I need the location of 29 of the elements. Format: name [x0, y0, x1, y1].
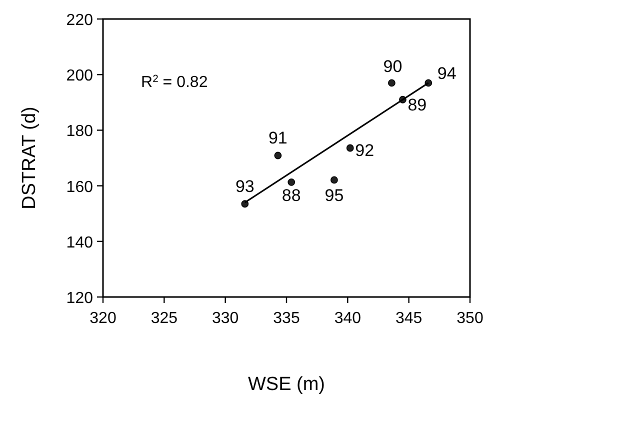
point	[346, 144, 354, 152]
x-axis-title: WSE (m)	[248, 374, 326, 395]
annotation: 90	[383, 56, 402, 76]
x-tick-label: 350	[456, 310, 484, 327]
y-tick-label: 220	[66, 12, 94, 29]
y-tick-label: 120	[66, 290, 94, 307]
x-tick-label: 340	[334, 310, 362, 327]
point	[288, 178, 296, 186]
annotation: 94	[437, 64, 456, 83]
y-tick-label: 200	[66, 68, 94, 85]
annotation: R$^{2}$ = 0.82	[141, 74, 208, 91]
y-tick-label: 180	[66, 123, 94, 140]
annotation: 92	[355, 140, 374, 160]
x-tick-label: 325	[150, 310, 178, 327]
annotation: 95	[324, 186, 344, 205]
annotation: 93	[235, 176, 254, 196]
annotation: 89	[408, 96, 427, 115]
y-tick-label: 160	[66, 178, 94, 196]
x-tick-label: 345	[395, 310, 422, 327]
x-tick-label: 320	[90, 310, 116, 327]
annotation: 91	[268, 128, 288, 148]
y-tick-label: 140	[66, 234, 94, 252]
point	[274, 152, 282, 160]
point	[330, 176, 338, 184]
x-tick-label: 335	[273, 310, 300, 327]
annotation: 88	[282, 186, 301, 206]
x-tick-label: 330	[212, 310, 239, 327]
y-axis-title: DSTRAT (d)	[19, 106, 40, 210]
point	[388, 79, 396, 87]
